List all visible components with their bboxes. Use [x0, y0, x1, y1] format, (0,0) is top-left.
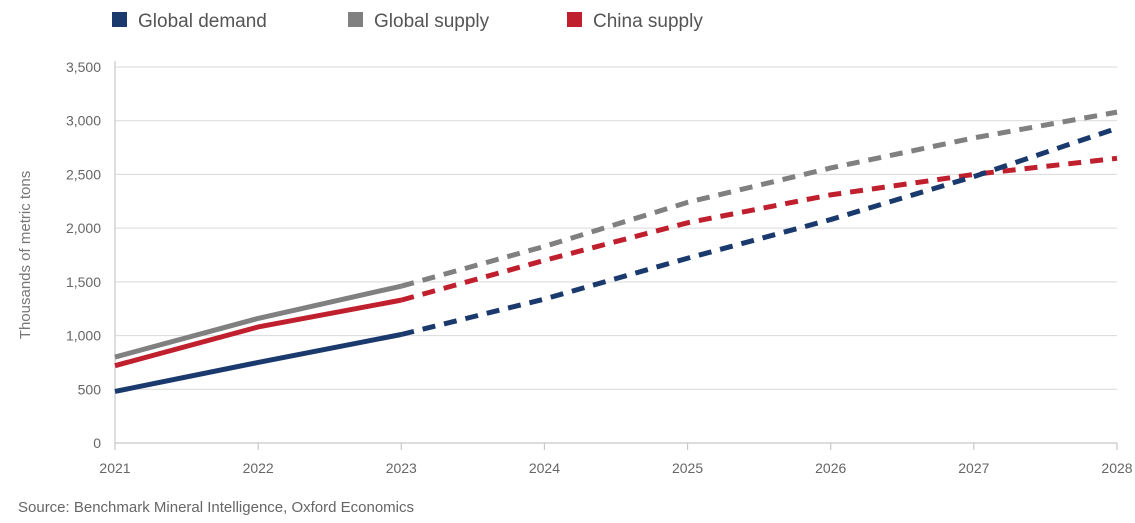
- series-line-global-supply-projected: [400, 109, 1118, 289]
- legend-swatch-global-demand: [112, 12, 127, 27]
- legend-swatch-global-supply: [348, 12, 363, 27]
- legend-label-global-supply: Global supply: [374, 11, 490, 32]
- x-tick-label: 2021: [99, 460, 130, 476]
- legend: Global demand Global supply China supply: [112, 11, 703, 32]
- x-axis-ticks: 2021 2022 2023 2024 2025 2026 2027 2028: [99, 443, 1133, 476]
- axes: [114, 61, 1117, 444]
- x-tick-label: 2023: [386, 460, 417, 476]
- series-line-china-supply-projected: [400, 155, 1118, 303]
- x-tick-label: 2024: [529, 460, 560, 476]
- series-line-global-supply-actual: [114, 283, 402, 360]
- source-note: Source: Benchmark Mineral Intelligence, …: [18, 499, 414, 516]
- legend-label-global-demand: Global demand: [138, 11, 267, 32]
- legend-label-china-supply: China supply: [593, 11, 703, 32]
- series-line-china-supply-actual: [114, 297, 402, 369]
- y-axis-title: Thousands of metric tons: [17, 171, 34, 339]
- y-tick-label: 3,000: [66, 113, 101, 129]
- series-line-global-demand-projected: [400, 125, 1118, 337]
- x-tick-label: 2025: [672, 460, 703, 476]
- series-lines: [114, 109, 1118, 394]
- y-tick-label: 2,000: [66, 220, 101, 236]
- y-tick-label: 3,500: [66, 59, 101, 75]
- x-tick-label: 2026: [815, 460, 846, 476]
- legend-swatch-china-supply: [567, 12, 582, 27]
- x-tick-label: 2027: [958, 460, 989, 476]
- y-tick-label: 500: [78, 381, 102, 397]
- y-tick-label: 1,500: [66, 274, 101, 290]
- y-axis-ticks: 0 500 1,000 1,500 2,000 2,500 3,000 3,500: [66, 59, 101, 451]
- series-line-global-demand-actual: [114, 332, 402, 394]
- x-tick-label: 2028: [1101, 460, 1132, 476]
- x-tick-label: 2022: [243, 460, 274, 476]
- gridlines: [115, 66, 1117, 390]
- y-tick-label: 0: [93, 435, 101, 451]
- y-tick-label: 1,000: [66, 328, 101, 344]
- y-tick-label: 2,500: [66, 166, 101, 182]
